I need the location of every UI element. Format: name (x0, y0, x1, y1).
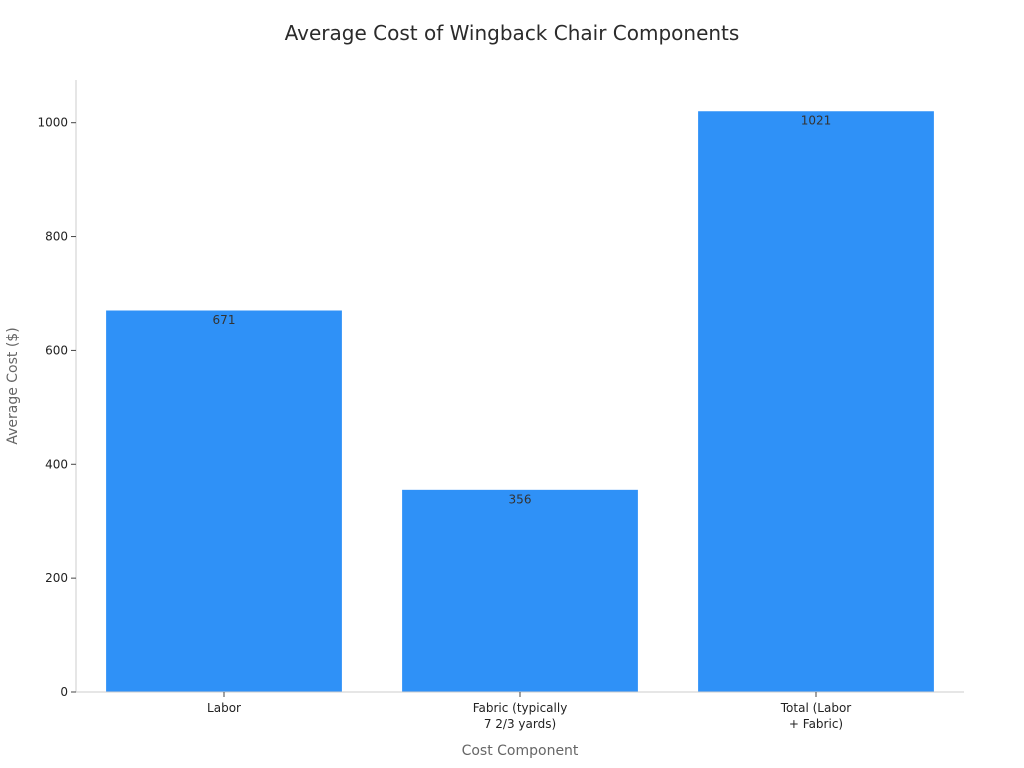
x-tick-label-line: Total (Labor (780, 701, 852, 715)
y-tick-label-1: 200 (45, 571, 68, 585)
y-axis-ticks: 0 200 400 600 800 1000 (37, 116, 76, 699)
chart-title: Average Cost of Wingback Chair Component… (285, 21, 740, 45)
bar-2 (697, 110, 935, 693)
x-axis-label: Cost Component (462, 743, 579, 759)
x-axis-ticks: Labor Fabric (typically 7 2/3 yards) Total … (207, 692, 851, 731)
x-tick-label-line: Labor (207, 701, 241, 715)
bar-value-label-1: 356 (509, 492, 532, 506)
y-axis-label: Average Cost ($) (5, 327, 21, 444)
y-tick-label-5: 1000 (37, 116, 68, 130)
x-tick-label-1: Fabric (typically 7 2/3 yards) (473, 701, 568, 731)
x-tick-label-line: 7 2/3 yards) (484, 717, 556, 731)
x-tick-label-0: Labor (207, 701, 241, 715)
y-tick-label-4: 800 (45, 230, 68, 244)
y-tick-label-3: 600 (45, 343, 68, 357)
bar-value-label-2: 1021 (801, 114, 832, 128)
y-tick-label-2: 400 (45, 457, 68, 471)
bar-0 (105, 309, 343, 693)
plot-area: 671 356 1021 (105, 110, 935, 693)
bar-1 (401, 488, 639, 693)
x-tick-label-line: Fabric (typically (473, 701, 568, 715)
x-tick-label-line: + Fabric) (789, 717, 843, 731)
bar-value-label-0: 671 (213, 313, 236, 327)
y-tick-label-0: 0 (60, 685, 68, 699)
x-tick-label-2: Total (Labor + Fabric) (780, 701, 852, 731)
